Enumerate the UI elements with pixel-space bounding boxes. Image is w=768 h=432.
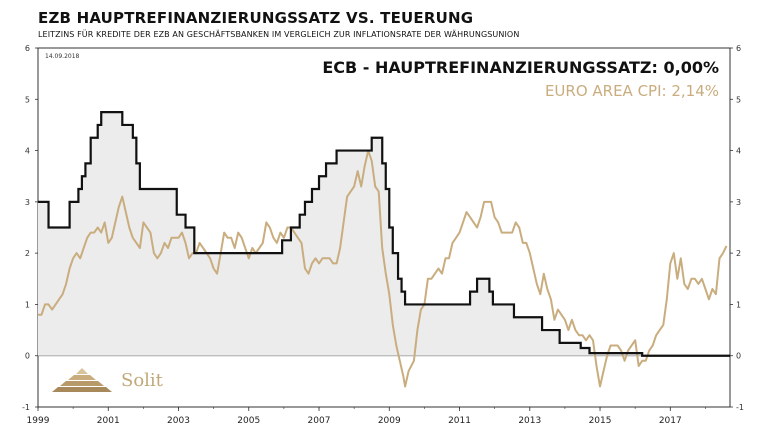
chart-subtitle: LEITZINS FÜR KREDITE DER EZB AN GESCHÄFT…	[38, 30, 520, 39]
y-tick-label-right: -1	[736, 403, 744, 412]
ecb-rate-line	[38, 111, 730, 357]
x-tick-label: 2005	[237, 416, 260, 426]
y-tick-label-left: 1	[25, 300, 30, 309]
logo-text: Solit	[121, 370, 163, 391]
y-tick-label-right: 6	[736, 44, 741, 53]
ecb-rate-area	[38, 112, 730, 356]
y-tick-label-left: 2	[25, 249, 30, 258]
y-tick-label-left: 5	[25, 95, 30, 104]
y-tick-label-left: 3	[25, 198, 30, 207]
y-tick-label-right: 4	[736, 147, 741, 156]
date-stamp: 14.09.2018	[45, 53, 80, 60]
x-tick-label: 2007	[308, 416, 331, 426]
x-tick-label: 2009	[378, 416, 401, 426]
x-tick-label: 2015	[589, 416, 612, 426]
x-tick-label: 2017	[659, 416, 682, 426]
y-tick-label-left: -1	[22, 403, 30, 412]
chart-title: EZB HAUPTREFINANZIERUNGSSATZ VS. TEUERUN…	[38, 9, 474, 27]
x-tick-label: 1999	[27, 416, 50, 426]
solit-logo-icon	[52, 368, 112, 392]
y-tick-label-right: 5	[736, 95, 741, 104]
y-tick-label-right: 1	[736, 300, 741, 309]
legend-cpi: EURO AREA CPI: 2,14%	[545, 82, 719, 100]
cpi-line	[38, 149, 728, 388]
x-tick-label: 2011	[448, 416, 471, 426]
y-tick-label-left: 6	[25, 44, 30, 53]
y-tick-label-left: 4	[25, 147, 30, 156]
legend-ecb: ECB - HAUPTREFINANZIERUNGSSATZ: 0,00%	[322, 58, 719, 77]
y-tick-label-right: 0	[736, 352, 741, 361]
x-tick-label: 2003	[167, 416, 190, 426]
x-tick-label: 2013	[518, 416, 541, 426]
y-tick-label-right: 2	[736, 249, 741, 258]
x-tick-label: 2001	[97, 416, 120, 426]
y-tick-label-left: 0	[25, 352, 30, 361]
y-tick-label-right: 3	[736, 198, 741, 207]
